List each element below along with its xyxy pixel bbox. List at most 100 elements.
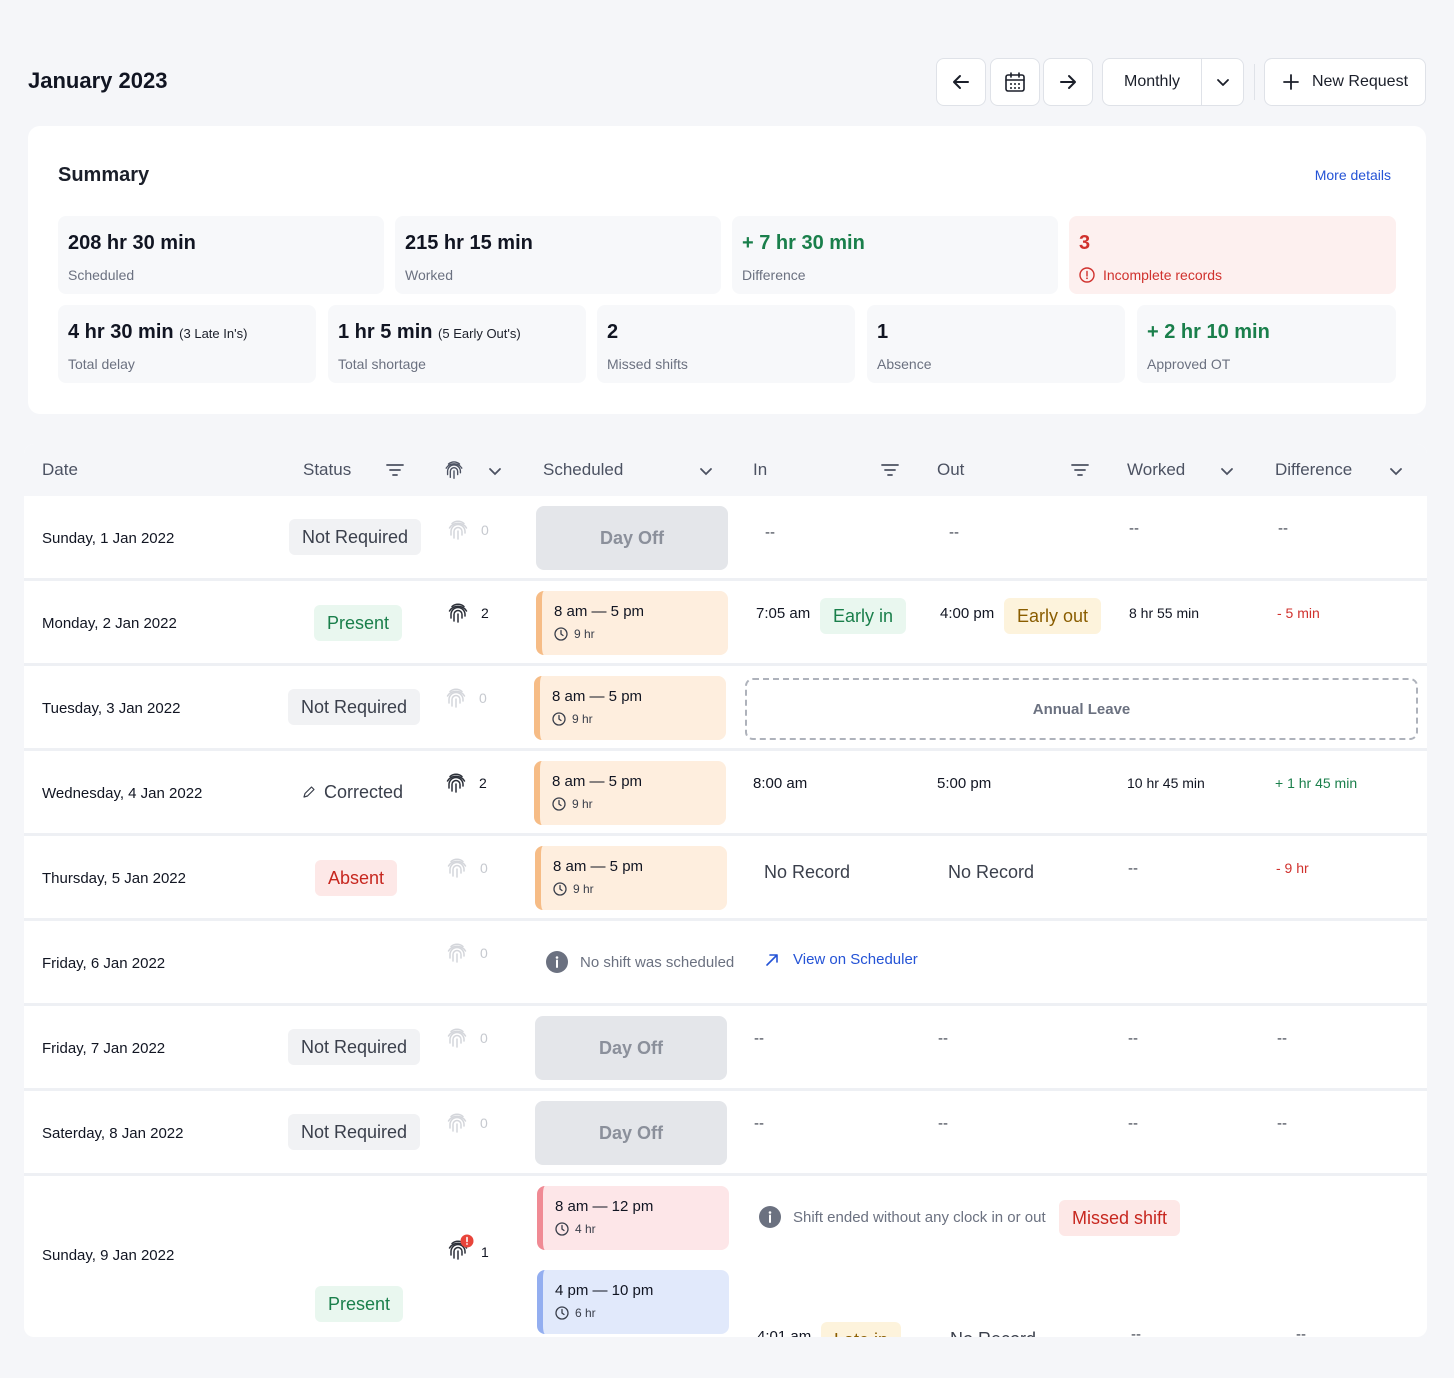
arrow-left-icon (953, 75, 969, 89)
table-row[interactable]: Sunday, 9 Jan 2022 Present 1 8 am — 12 p… (24, 1176, 1427, 1337)
delay-note: (3 Late In's) (179, 326, 248, 341)
status-badge: Not Required (288, 1114, 421, 1150)
row-date: Wednesday, 4 Jan 2022 (42, 785, 203, 802)
stat-total-shortage: 1 hr 5 min (5 Early Out's) Total shortag… (328, 305, 586, 383)
worked-value: -- (1128, 860, 1138, 877)
chevron-down-icon[interactable] (1389, 464, 1403, 478)
missed-shift-info: Shift ended without any clock in or out (759, 1206, 1046, 1228)
column-date[interactable]: Date (42, 460, 78, 479)
worked-value: -- (1128, 1115, 1138, 1132)
table-row[interactable]: Tuesday, 3 Jan 2022 Not Required 0 8 am … (24, 666, 1427, 751)
punch-count: 2 (481, 605, 489, 621)
early-out-badge: Early out (1004, 598, 1102, 634)
filter-icon[interactable] (1071, 462, 1089, 478)
fingerprint-icon (447, 1113, 467, 1133)
column-out[interactable]: Out (937, 460, 965, 479)
shift-block[interactable]: 8 am — 5 pm 9 hr (534, 676, 726, 740)
column-status[interactable]: Status (303, 460, 352, 479)
view-mode-label: Monthly (1123, 73, 1181, 90)
info-icon (759, 1206, 781, 1228)
table-row[interactable]: Thursday, 5 Jan 2022 Absent 0 8 am — 5 p… (24, 836, 1427, 921)
delay-value: 4 hr 30 min (68, 321, 174, 343)
table-row[interactable]: Saterday, 8 Jan 2022 Not Required 0 Day … (24, 1091, 1427, 1176)
annual-leave-block[interactable]: Annual Leave (745, 678, 1418, 740)
next-month-button[interactable] (1043, 58, 1093, 106)
pencil-icon (303, 786, 315, 798)
calendar-button[interactable] (990, 58, 1040, 106)
clock-out: 4:00 pm (940, 605, 995, 622)
divider (1254, 64, 1255, 100)
chevron-down-icon[interactable] (699, 464, 713, 478)
filter-icon[interactable] (881, 462, 899, 478)
chevron-down-icon[interactable] (1220, 464, 1234, 478)
filter-icon[interactable] (386, 462, 404, 478)
stat-label: Approved OT (1147, 356, 1231, 372)
shift-block[interactable]: 8 am — 12 pm 4 hr (537, 1186, 729, 1250)
row-date: Sunday, 9 Jan 2022 (42, 1247, 175, 1264)
shift-block[interactable]: 4 pm — 10 pm 6 hr (537, 1270, 729, 1334)
shift-duration: 6 hr (575, 1306, 596, 1320)
table-row[interactable]: Monday, 2 Jan 2022 Present 2 8 am — 5 pm… (24, 581, 1427, 666)
divider (1201, 59, 1202, 105)
difference-value: -- (1296, 1326, 1306, 1337)
shortage-note: (5 Early Out's) (438, 326, 521, 341)
chevron-down-icon[interactable] (488, 464, 502, 478)
shift-time: 4 pm — 10 pm (555, 1282, 654, 1299)
fingerprint-icon[interactable] (446, 601, 470, 625)
more-details-link[interactable]: More details (1314, 167, 1391, 183)
stat-scheduled: 208 hr 30 min Scheduled (58, 216, 384, 294)
row-date: Friday, 6 Jan 2022 (42, 955, 166, 972)
plus-icon (1283, 74, 1299, 90)
stat-value: 1 hr 5 min (5 Early Out's) (338, 321, 576, 344)
column-difference[interactable]: Difference (1275, 460, 1353, 479)
punch-count: 0 (480, 860, 488, 876)
stat-incomplete-records[interactable]: 3 Incomplete records (1069, 216, 1396, 294)
stat-missed-shifts: 2 Missed shifts (597, 305, 855, 383)
table-row[interactable]: Friday, 6 Jan 2022 0 No shift was schedu… (24, 921, 1427, 1006)
new-request-button[interactable]: New Request (1264, 58, 1426, 106)
stat-label: Total delay (68, 356, 135, 372)
difference-value: - 5 min (1277, 605, 1320, 621)
punch-count: 0 (480, 945, 488, 961)
table-row[interactable]: Sunday, 1 Jan 2022 Not Required 0 Day Of… (24, 496, 1427, 581)
shift-block[interactable]: 8 am — 5 pm 9 hr (536, 591, 728, 655)
shift-duration: 9 hr (572, 797, 593, 811)
clock-icon (552, 797, 566, 811)
page-title: January 2023 (28, 68, 168, 93)
clock-icon (555, 1222, 569, 1236)
clock-in: -- (765, 524, 775, 541)
stat-value: 215 hr 15 min (405, 232, 533, 254)
view-mode-dropdown[interactable]: Monthly (1102, 58, 1244, 106)
table-row[interactable]: Wednesday, 4 Jan 2022 Corrected 2 8 am —… (24, 751, 1427, 836)
status-badge: Not Required (289, 519, 422, 555)
external-arrow-icon (766, 953, 778, 966)
day-off-block: Day Off (535, 1016, 727, 1080)
shift-block[interactable]: 8 am — 5 pm 9 hr (534, 761, 726, 825)
view-on-scheduler-link[interactable]: View on Scheduler (765, 951, 918, 968)
shift-time: 8 am — 5 pm (554, 603, 645, 620)
summary-title: Summary (58, 164, 150, 186)
column-in[interactable]: In (753, 460, 768, 479)
clock-in: 4:01 am (757, 1328, 812, 1337)
clock-in: -- (754, 1030, 764, 1047)
clock-out: -- (949, 524, 959, 541)
shift-block[interactable]: 8 am — 5 pm 9 hr (535, 846, 727, 910)
previous-month-button[interactable] (936, 58, 986, 106)
punch-count: 0 (480, 1115, 488, 1131)
fingerprint-icon (448, 520, 468, 540)
row-date: Monday, 2 Jan 2022 (42, 615, 177, 632)
status-badge: Absent (315, 860, 398, 896)
table-row[interactable]: Friday, 7 Jan 2022 Not Required 0 Day Of… (24, 1006, 1427, 1091)
fingerprint-icon[interactable] (444, 771, 468, 795)
alert-circle-icon (1079, 267, 1095, 283)
fingerprint-icon (447, 858, 467, 878)
clock-icon (553, 882, 567, 896)
column-worked[interactable]: Worked (1127, 460, 1186, 479)
status-badge: Present (315, 1286, 404, 1322)
alert-dot-icon (460, 1234, 474, 1248)
punch-count: 2 (479, 775, 487, 791)
worked-value: 10 hr 45 min (1127, 775, 1205, 791)
stat-label: Worked (405, 267, 453, 283)
column-scheduled[interactable]: Scheduled (543, 460, 624, 479)
fingerprint-icon (446, 688, 466, 708)
